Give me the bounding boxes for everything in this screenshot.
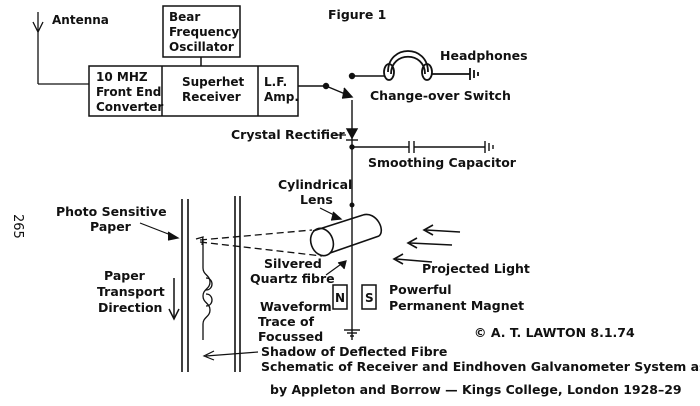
ground-symbol [344,329,360,337]
oscillator-line-3: Oscillator [169,40,234,54]
magnet-south-label: S [365,291,374,305]
headphones-icon [383,50,479,81]
paper-transport-direction-label: Paper Transport Direction [97,268,169,315]
light-beams [195,229,323,257]
magnet-north-label: N [335,291,345,305]
powerful-permanent-magnet-label: Powerful Permanent Magnet [389,282,524,313]
receiver-chain [88,65,299,117]
waveform-trace [202,240,211,340]
page-number: 265 [10,214,25,239]
cylindrical-lens-symbol [309,213,383,257]
silvered-quartz-fibre-label: Silvered Quartz fibre [250,256,335,286]
change-over-switch-label: Change-over Switch [370,88,511,103]
oscillator-line-2: Frequency [169,25,239,39]
smoothing-capacitor-symbol [349,141,494,153]
antenna-symbol [32,12,89,85]
smoothing-capacitor-label: Smoothing Capacitor [368,155,517,170]
lf-amp-label: L.F. Amp. [264,75,299,104]
photo-sensitive-paper-label: Photo Sensitive Paper [56,204,171,234]
waveform-trace-label: Waveform Trace of Focussed [258,299,336,344]
projected-light-label: Projected Light [422,261,530,276]
photo-sensitive-paper-strip [181,196,241,372]
svg-text:Bear Frequency Oscilla: Bear Frequency Oscillator [169,10,243,54]
caption-line-1: Schematic of Receiver and Eindhoven Galv… [261,359,700,374]
crystal-rectifier-symbol [345,128,359,141]
paper-transport-arrow [168,278,180,321]
figure-title: Figure 1 [328,7,386,22]
headphones-label: Headphones [440,48,528,63]
oscillator-line-1: Bear [169,10,200,24]
front-end-converter-label: 10 MHZ Front End Converter [96,70,166,114]
antenna-label: Antenna [52,13,109,27]
projected-light-arrows [392,224,461,265]
caption-line-2: by Appleton and Borrow — Kings College, … [270,382,682,397]
copyright-text: © A. T. LAWTON 8.1.74 [474,325,635,340]
cylindrical-lens-label: Cylindrical Lens [278,177,357,207]
shadow-of-deflected-fibre-label: Shadow of Deflected Fibre [261,344,447,359]
crystal-rectifier-label: Crystal Rectifier [231,127,345,142]
superhet-receiver-label: Superhet Receiver [182,75,248,104]
permanent-magnet [332,284,377,310]
